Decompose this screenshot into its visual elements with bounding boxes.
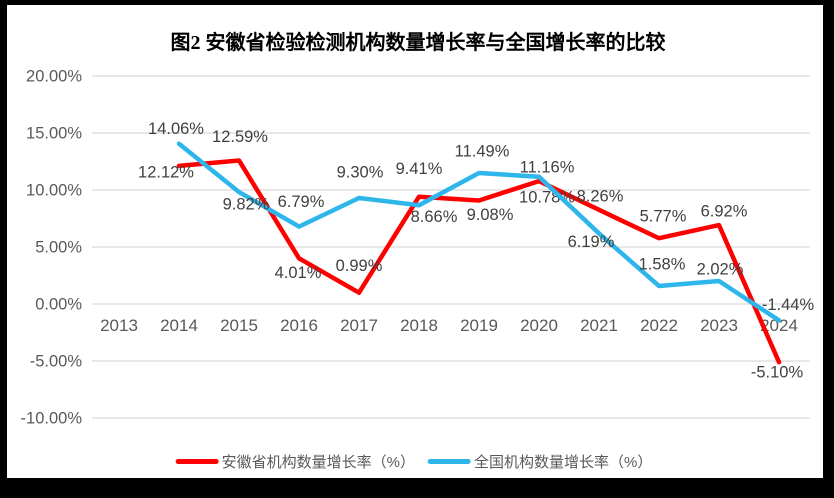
x-axis-tick-label: 2017: [340, 316, 378, 335]
data-label: 5.77%: [640, 208, 687, 226]
legend-item-1: 全国机构数量增长率（%）: [428, 451, 652, 472]
data-label: 8.26%: [577, 187, 624, 205]
data-label: 9.08%: [467, 206, 514, 224]
chart-legend: 安徽省机构数量增长率（%） 全国机构数量增长率（%）: [175, 451, 652, 472]
data-label: 8.66%: [411, 208, 458, 226]
data-label: -5.10%: [751, 364, 804, 382]
x-axis-tick-label: 2023: [700, 316, 738, 335]
series-line-0: [176, 158, 782, 365]
data-label: 1.58%: [639, 255, 686, 273]
data-label: 11.49%: [455, 143, 510, 161]
data-label: 12.59%: [212, 128, 268, 146]
y-axis-tick-label: -10.00%: [21, 410, 83, 428]
data-label: 2.02%: [697, 260, 744, 278]
data-label: 4.01%: [275, 264, 322, 282]
data-label: 9.30%: [337, 163, 384, 181]
data-label: 0.99%: [336, 257, 383, 275]
legend-item-0: 安徽省机构数量增长率（%）: [175, 451, 415, 472]
legend-line-swatch: [428, 459, 471, 464]
legend-line-swatch: [175, 459, 219, 464]
y-axis-tick-label: -5.00%: [30, 353, 83, 371]
data-label: 6.19%: [568, 233, 615, 251]
y-axis-tick-label: 0.00%: [35, 296, 82, 314]
x-axis-tick-label: 2019: [460, 316, 498, 335]
y-axis-tick-label: 20.00%: [26, 68, 82, 86]
x-axis-tick-label: 2020: [520, 316, 558, 335]
x-axis-tick-label: 2021: [580, 316, 618, 335]
series-line-1: [176, 141, 782, 323]
x-axis-tick-label: 2016: [280, 316, 318, 335]
legend-label: 安徽省机构数量增长率（%）: [221, 454, 415, 471]
x-axis-tick-label: 2014: [160, 316, 198, 335]
y-axis-tick-label: 5.00%: [35, 239, 82, 257]
y-axis-tick-label: 10.00%: [26, 182, 82, 200]
data-label: 9.41%: [396, 160, 443, 178]
x-axis-tick-label: 2022: [640, 316, 678, 335]
chart-title: 图2 安徽省检验检测机构数量增长率与全国增长率的比较: [170, 32, 666, 54]
y-axis-tick-label: 15.00%: [26, 125, 82, 143]
legend-label: 全国机构数量增长率（%）: [474, 454, 653, 471]
data-label: 11.16%: [520, 158, 575, 176]
data-label: 12.12%: [138, 163, 194, 181]
x-axis-tick-label: 2015: [220, 316, 258, 335]
data-label: -1.44%: [762, 296, 815, 314]
data-label: 9.82%: [223, 196, 270, 214]
chart-plot-area: 20.00% 15.00% 10.00% 5.00% 0.00% -5.00% -10.00…: [21, 68, 815, 428]
data-label: 14.06%: [148, 120, 204, 138]
chart-image-panel: 图2 安徽省检验检测机构数量增长率与全国增长率的比较 20.00% 15.00% 1…: [7, 5, 823, 478]
x-axis-tick-label: 2013: [100, 316, 138, 335]
data-label: 10.78%: [519, 189, 575, 207]
x-axis-tick-label: 2024: [760, 316, 798, 335]
data-label: 6.79%: [278, 193, 325, 211]
data-label: 6.92%: [701, 203, 748, 221]
x-axis-tick-label: 2018: [400, 316, 438, 335]
